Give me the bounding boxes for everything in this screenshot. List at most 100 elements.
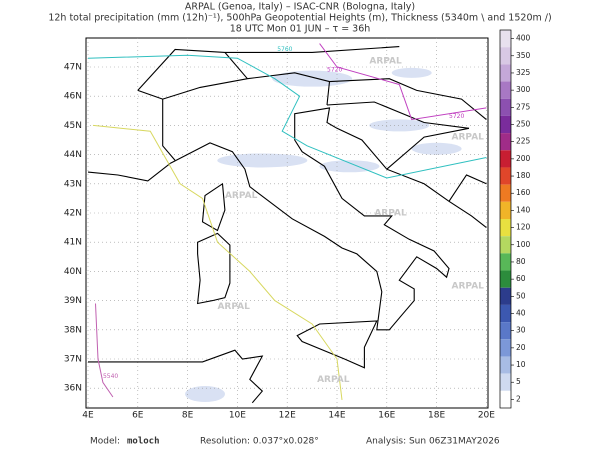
coastline (87, 162, 171, 182)
precip-area (391, 67, 432, 78)
coastline (88, 349, 264, 404)
colorbar-band (500, 270, 511, 288)
colorbar-band (500, 167, 511, 185)
lat-label: 44N (64, 150, 82, 160)
lat-label: 39N (64, 296, 82, 306)
lat-label: 40N (64, 267, 82, 277)
coastline (162, 72, 331, 161)
contour-line (319, 43, 487, 121)
contour-line (92, 124, 343, 400)
lon-label: 4E (82, 411, 94, 421)
precip-area (411, 142, 462, 155)
contour-label: 5720 (327, 66, 342, 73)
colorbar-label: 325 (516, 68, 531, 77)
header-line: 18 UTC Mon 01 JUN – τ = 36h (230, 24, 371, 35)
colorbar-label: 250 (516, 120, 531, 129)
lon-label: 6E (132, 411, 144, 421)
colorbar-label: 80 (516, 257, 526, 266)
colorbar-label: 20 (516, 343, 526, 352)
header-line: ARPAL (Genoa, Italy) – ISAC-CNR (Bologna… (185, 2, 415, 13)
colorbar-label: 10 (516, 360, 526, 369)
coastline (201, 182, 226, 232)
colorbar-label: 40 (516, 309, 526, 318)
watermark: ARPAL (317, 375, 350, 385)
lon-label: 20E (478, 411, 495, 421)
lat-label: 37N (64, 355, 82, 365)
lon-label: 12E (279, 411, 296, 421)
colorbar-band (500, 373, 511, 391)
contour-line (95, 303, 114, 398)
lon-label: 14E (328, 411, 345, 421)
footer-model: moloch (127, 437, 160, 447)
contour-label: 5540 (103, 373, 118, 380)
coastline (448, 174, 487, 202)
lon-label: 18E (428, 411, 445, 421)
colorbar-band (500, 219, 511, 237)
colorbar-label: 50 (516, 291, 526, 300)
colorbar-band (500, 356, 511, 374)
contour-label: 5720 (449, 113, 464, 120)
colorbar-band (500, 47, 511, 65)
colorbar-label: 275 (516, 102, 531, 111)
watermark: ARPAL (452, 282, 485, 292)
coastline (137, 89, 163, 100)
colorbar-band (500, 236, 511, 254)
watermark: ARPAL (225, 191, 258, 201)
lon-label: 10E (229, 411, 246, 421)
lat-label: 47N (64, 63, 82, 73)
precip-area (217, 153, 308, 168)
lon-label: 8E (182, 411, 194, 421)
colorbar-band (500, 150, 511, 168)
lon-label: 16E (378, 411, 395, 421)
colorbar-frame (499, 29, 512, 409)
colorbar-band (500, 81, 511, 99)
colorbar-band (500, 201, 511, 219)
lat-label: 43N (64, 179, 82, 189)
precip-area (319, 160, 380, 173)
footer-resolution: Resolution: 0.037°x0.028° (200, 437, 319, 447)
footer-model-label: Model: (90, 437, 120, 447)
colorbar-band (500, 184, 511, 202)
colorbar-band (500, 98, 511, 116)
precip-area (185, 386, 226, 403)
colorbar-band (500, 133, 511, 151)
lat-label: 41N (64, 238, 82, 248)
contour-line (87, 54, 487, 179)
watermark: ARPAL (369, 57, 402, 67)
precip-area (369, 119, 430, 132)
coastline (296, 320, 378, 369)
colorbar-label: 30 (516, 326, 526, 335)
colorbar-band (500, 322, 511, 340)
colorbar-label: 140 (516, 205, 531, 214)
precip-area (272, 70, 353, 87)
colorbar: 4003503253002752502252001801601401201008… (499, 29, 531, 409)
header-line: 12h total precipitation (mm (12h)⁻¹), 50… (48, 13, 551, 24)
colorbar-band (500, 339, 511, 357)
colorbar-label: 160 (516, 188, 531, 197)
colorbar-label: 120 (516, 223, 531, 232)
colorbar-label: 225 (516, 137, 531, 146)
lat-label: 45N (64, 121, 82, 131)
colorbar-band (500, 390, 511, 408)
colorbar-band (500, 304, 511, 323)
coastline (386, 127, 470, 170)
colorbar-label: 2 (516, 394, 521, 403)
lat-label: 42N (64, 209, 82, 219)
lat-label: 38N (64, 325, 82, 335)
colorbar-label: 400 (516, 34, 531, 43)
coastline (326, 101, 470, 129)
contour-label: 5760 (277, 46, 292, 53)
watermark: ARPAL (217, 302, 250, 312)
colorbar-band (500, 287, 511, 305)
colorbar-label: 180 (516, 171, 531, 180)
colorbar-label: 60 (516, 274, 526, 283)
map: 47N 46N 45N 44N 43N 42N 41N 40N 39N 38N 37N 36N 4E 6E… (64, 38, 495, 421)
coastline (196, 232, 231, 305)
coastline (224, 52, 248, 80)
watermark: ARPAL (374, 209, 407, 219)
colorbar-band (500, 30, 511, 48)
colorbar-label: 5 (516, 377, 521, 386)
colorbar-label: 300 (516, 85, 531, 94)
colorbar-label: 200 (516, 154, 531, 163)
footer-analysis: Analysis: Sun 06Z31MAY2026 (366, 437, 500, 447)
